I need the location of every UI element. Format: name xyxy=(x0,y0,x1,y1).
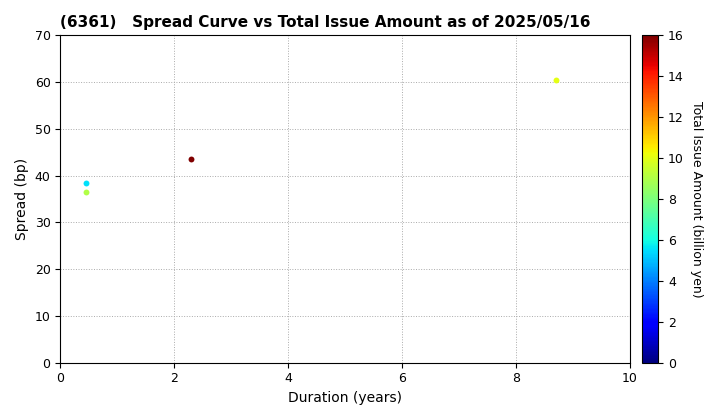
Point xyxy=(80,189,91,195)
Point xyxy=(186,156,197,163)
Point xyxy=(550,76,562,83)
Y-axis label: Total Issue Amount (billion yen): Total Issue Amount (billion yen) xyxy=(690,101,703,297)
Text: (6361)   Spread Curve vs Total Issue Amount as of 2025/05/16: (6361) Spread Curve vs Total Issue Amoun… xyxy=(60,15,591,30)
Point xyxy=(80,179,91,186)
X-axis label: Duration (years): Duration (years) xyxy=(288,391,402,405)
Y-axis label: Spread (bp): Spread (bp) xyxy=(15,158,29,240)
